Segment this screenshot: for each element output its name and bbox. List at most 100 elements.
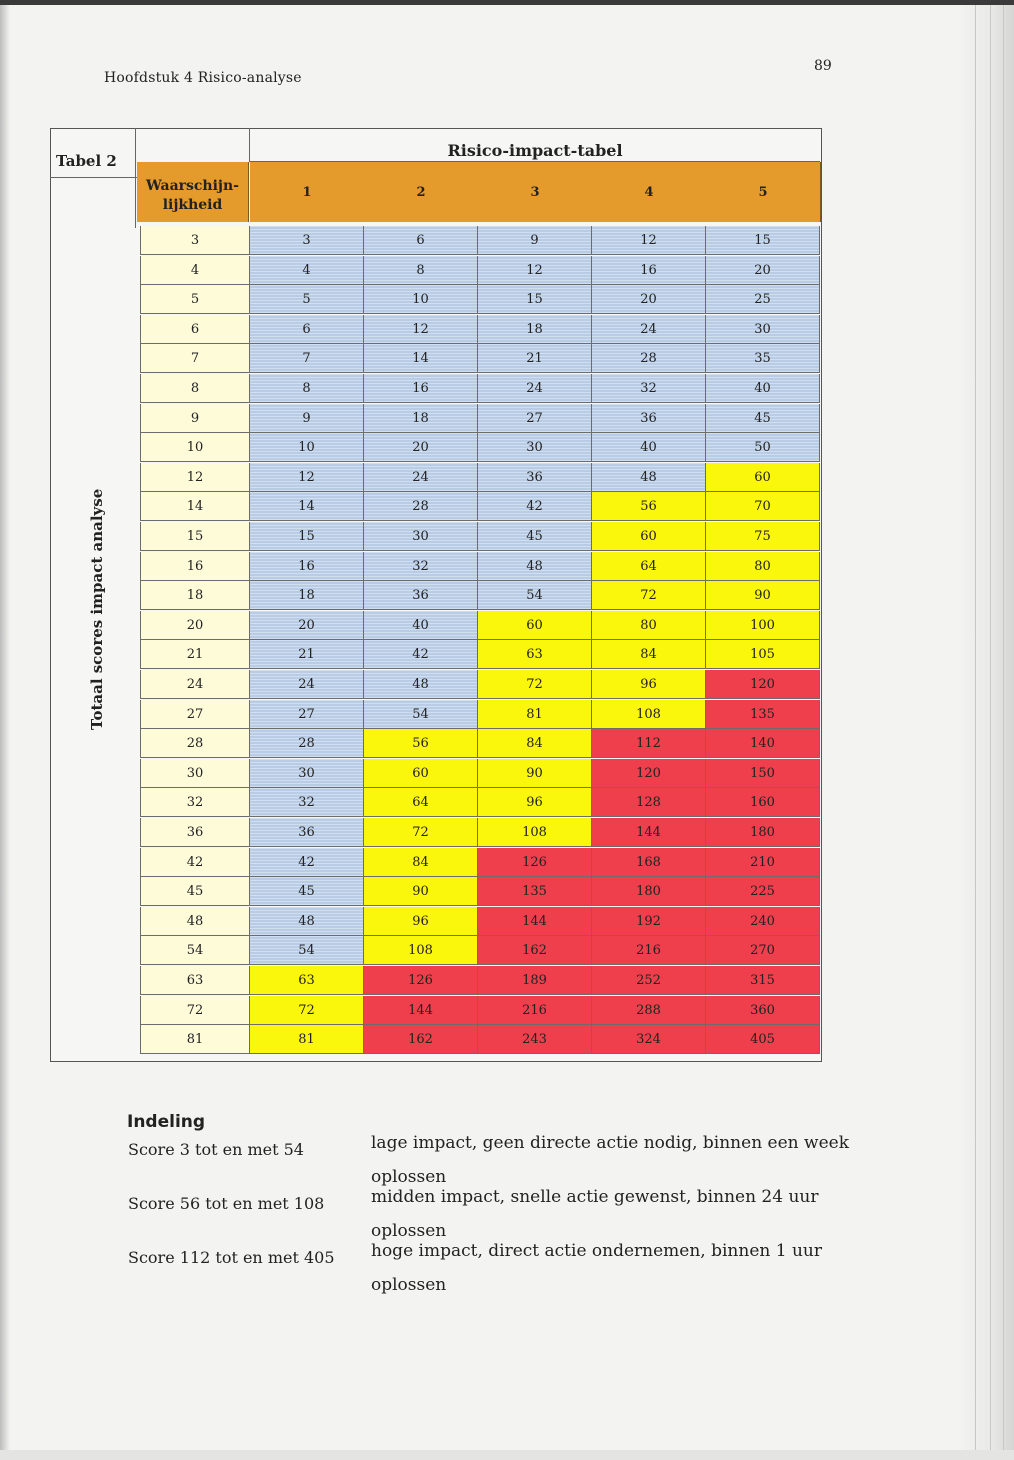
risk-score-cell: 32 (592, 374, 706, 403)
legend-description: lage impact, geen directe actie nodig, b… (371, 1133, 849, 1187)
risk-score-cell: 24 (250, 670, 364, 699)
column-header-3: 3 (478, 162, 593, 222)
risk-score-cell: 80 (706, 552, 820, 581)
waarschijnlijkheid-cell: 28 (140, 729, 250, 758)
waarschijnlijkheid-cell: 42 (140, 848, 250, 877)
risk-score-cell: 105 (706, 640, 820, 669)
risk-score-cell: 3 (250, 226, 364, 255)
risk-score-cell: 56 (592, 492, 706, 521)
risk-score-cell: 144 (364, 996, 478, 1025)
risk-score-cell: 144 (478, 907, 592, 936)
risk-score-cell: 72 (592, 581, 706, 610)
risk-score-cell: 35 (706, 344, 820, 373)
risk-score-cell: 75 (706, 522, 820, 551)
column-header-2: 2 (364, 162, 479, 222)
risk-score-cell: 48 (364, 670, 478, 699)
risk-score-cell: 5 (250, 285, 364, 314)
waarschijnlijkheid-cell: 3 (140, 226, 250, 255)
risk-score-cell: 40 (364, 611, 478, 640)
risk-score-cell: 225 (706, 877, 820, 906)
waarschijnlijkheid-cell: 18 (140, 581, 250, 610)
risk-score-cell: 108 (478, 818, 592, 847)
risk-score-cell: 60 (478, 611, 592, 640)
risk-score-cell: 216 (592, 936, 706, 965)
risk-score-cell: 162 (364, 1025, 478, 1054)
risk-score-cell: 15 (250, 522, 364, 551)
risk-score-cell: 14 (364, 344, 478, 373)
risk-score-cell: 48 (592, 463, 706, 492)
scan-bottom-edge (0, 1450, 1014, 1460)
page-edge-line (975, 5, 976, 1460)
risk-score-cell: 72 (250, 996, 364, 1025)
risk-score-cell: 12 (478, 256, 592, 285)
risk-score-cell: 84 (478, 729, 592, 758)
risk-score-cell: 32 (250, 788, 364, 817)
risk-score-cell: 80 (592, 611, 706, 640)
column-header-waarschijnlijkheid: Waarschijn-lijkheid (137, 162, 249, 222)
risk-score-cell: 360 (706, 996, 820, 1025)
risk-score-cell: 84 (364, 848, 478, 877)
risk-score-cell: 20 (592, 285, 706, 314)
risk-score-cell: 56 (364, 729, 478, 758)
risk-score-cell: 54 (364, 700, 478, 729)
risk-score-cell: 96 (478, 788, 592, 817)
risk-score-cell: 84 (592, 640, 706, 669)
risk-score-cell: 15 (478, 285, 592, 314)
legend-description: midden impact, snelle actie gewenst, bin… (371, 1187, 819, 1241)
waarschijnlijkheid-cell: 72 (140, 996, 250, 1025)
risk-score-cell: 120 (706, 670, 820, 699)
legend-score: Score 112 tot en met 405 (128, 1248, 335, 1267)
risk-score-cell: 189 (478, 966, 592, 995)
risk-score-cell: 63 (250, 966, 364, 995)
risk-score-cell: 14 (250, 492, 364, 521)
column-header-4: 4 (592, 162, 707, 222)
waarschijnlijkheid-cell: 36 (140, 818, 250, 847)
risk-score-cell: 20 (706, 256, 820, 285)
waarschijnlijkheid-cell: 81 (140, 1025, 250, 1054)
risk-score-cell: 6 (364, 226, 478, 255)
table-label: Tabel 2 (56, 152, 117, 170)
waarschijnlijkheid-cell: 21 (140, 640, 250, 669)
running-head: Hoofdstuk 4 Risico-analyse (104, 70, 302, 86)
risk-score-cell: 24 (592, 315, 706, 344)
waarschijnlijkheid-cell: 20 (140, 611, 250, 640)
waarschijnlijkheid-cell: 27 (140, 700, 250, 729)
column-header-5: 5 (706, 162, 821, 222)
waarschijnlijkheid-cell: 14 (140, 492, 250, 521)
risk-score-cell: 12 (364, 315, 478, 344)
risk-score-cell: 27 (478, 404, 592, 433)
risk-score-cell: 18 (250, 581, 364, 610)
risk-score-cell: 36 (478, 463, 592, 492)
risk-score-cell: 8 (250, 374, 364, 403)
risk-score-cell: 54 (250, 936, 364, 965)
risk-score-cell: 28 (250, 729, 364, 758)
risk-score-cell: 45 (478, 522, 592, 551)
risk-score-cell: 48 (478, 552, 592, 581)
risk-score-cell: 216 (478, 996, 592, 1025)
risk-score-cell: 252 (592, 966, 706, 995)
risk-score-cell: 15 (706, 226, 820, 255)
risk-score-cell: 20 (250, 611, 364, 640)
risk-score-cell: 8 (364, 256, 478, 285)
risk-score-cell: 135 (478, 877, 592, 906)
risk-score-cell: 30 (364, 522, 478, 551)
waarschijnlijkheid-cell: 6 (140, 315, 250, 344)
risk-score-cell: 126 (478, 848, 592, 877)
risk-score-cell: 7 (250, 344, 364, 373)
waarschijnlijkheid-cell: 54 (140, 936, 250, 965)
risk-score-cell: 20 (364, 433, 478, 462)
risk-score-cell: 9 (250, 404, 364, 433)
waarschijnlijkheid-cell: 32 (140, 788, 250, 817)
risk-score-cell: 25 (706, 285, 820, 314)
risk-score-cell: 72 (364, 818, 478, 847)
risk-score-cell: 18 (478, 315, 592, 344)
risk-score-cell: 16 (364, 374, 478, 403)
risk-score-cell: 40 (706, 374, 820, 403)
table-divider (135, 128, 136, 228)
legend-description: hoge impact, direct actie ondernemen, bi… (371, 1241, 822, 1295)
risk-score-cell: 405 (706, 1025, 820, 1054)
page-number: 89 (814, 58, 832, 74)
table-divider (50, 177, 137, 178)
risk-score-cell: 28 (592, 344, 706, 373)
